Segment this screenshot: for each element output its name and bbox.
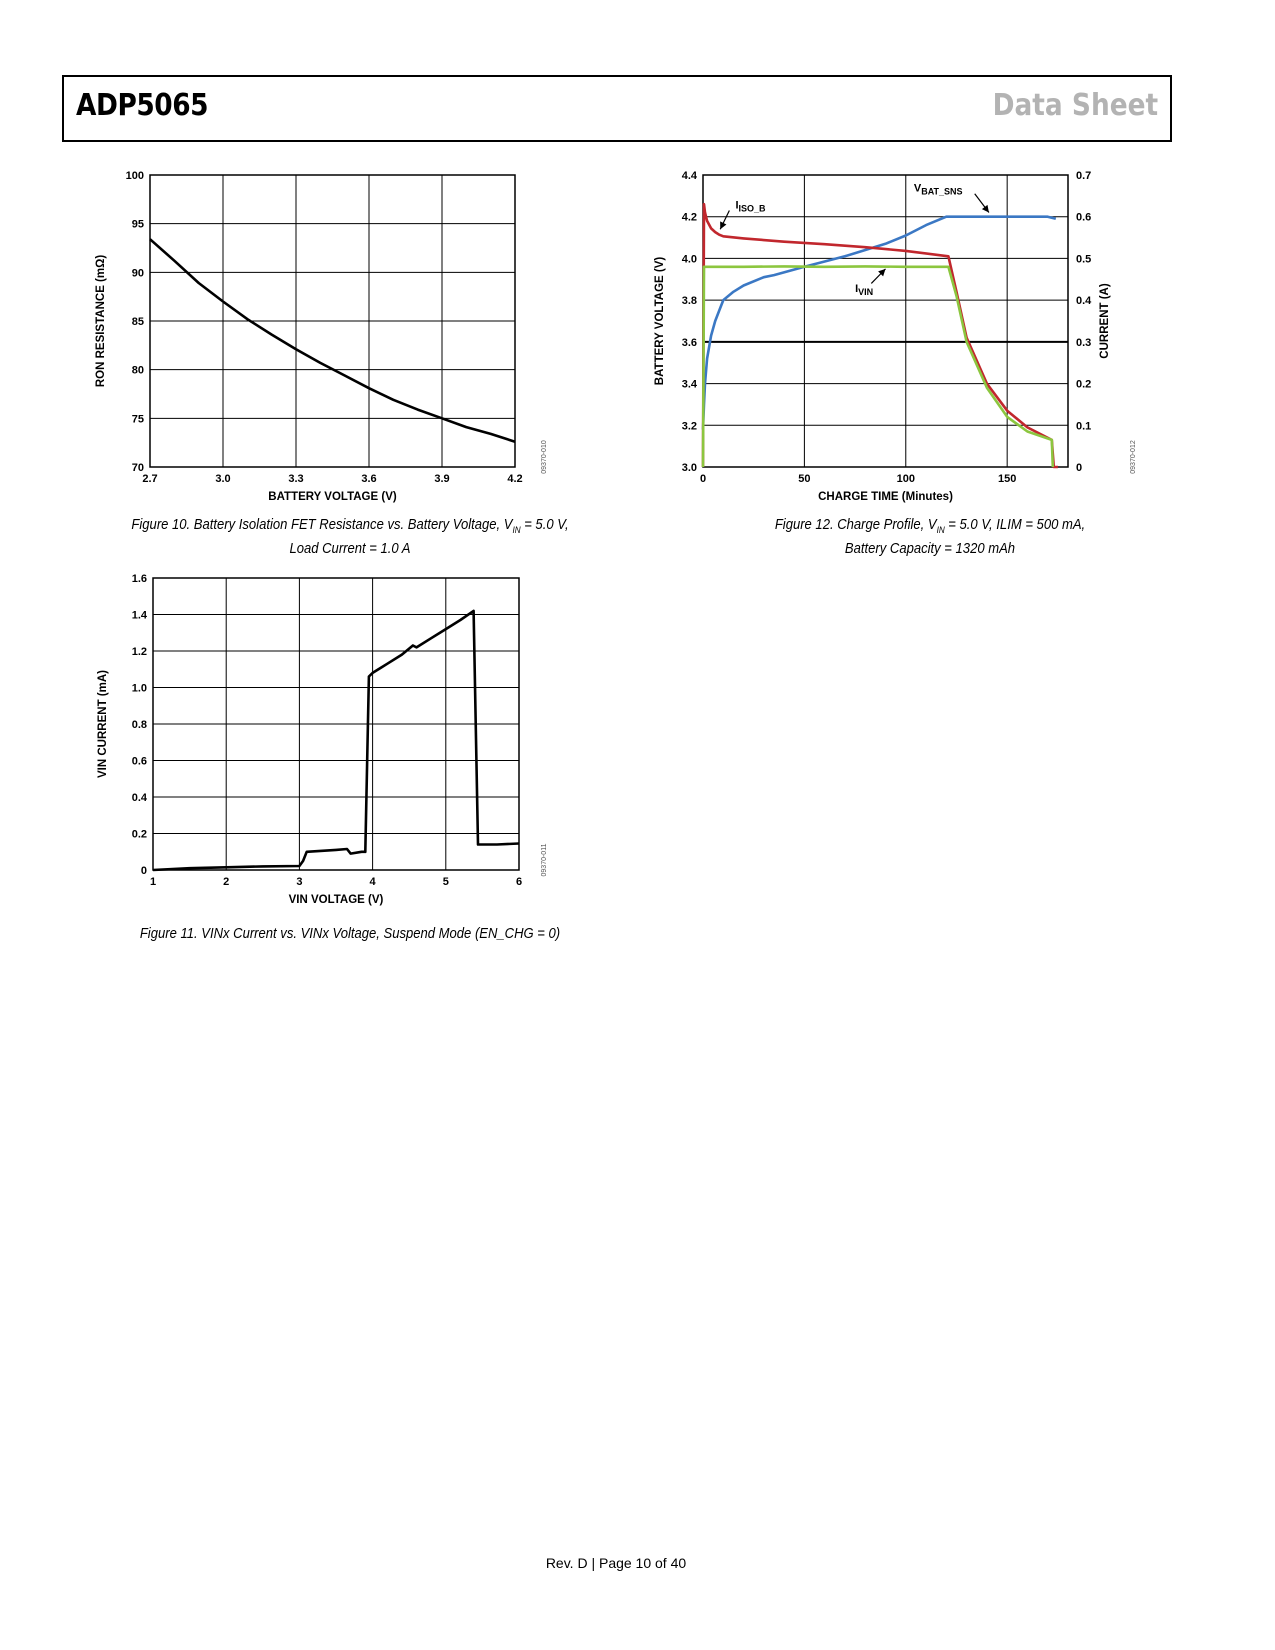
fig10-xtick-label: 3.3 — [288, 473, 303, 485]
fig12-ytick-label: 3.6 — [682, 337, 697, 349]
fig12-arrow-vbat-sns-head — [981, 204, 989, 213]
fig12-series-vbat-sns — [701, 215, 1057, 430]
fig10-ylabel: RON RESISTANCE (mΩ) — [95, 255, 107, 387]
fig12-xtick-label: 150 — [998, 473, 1016, 485]
fig10-xtick-label: 3.6 — [361, 473, 376, 485]
fig10-caption-sub: IN — [512, 524, 521, 535]
fig10-xtick-label: 3.0 — [215, 473, 230, 485]
fig10-figure-code: 09370-010 — [541, 440, 548, 474]
fig11-xtick-label: 2 — [223, 876, 229, 888]
fig11-xtick-label: 5 — [443, 876, 449, 888]
fig11-group: 1 2 3 4 5 6 0 0.2 0.4 0.6 0.8 1.0 1.2 1.4 1.6 VIN VOLTA… — [97, 573, 548, 906]
fig10-ytick-label: 95 — [132, 219, 144, 231]
fig12-caption-line1-end: = 5.0 V, ILIM = 500 mA, — [944, 517, 1086, 533]
fig10-ytick-label: 85 — [132, 316, 144, 328]
fig10-xtick-label: 2.7 — [142, 473, 157, 485]
fig12-xtick-label: 50 — [798, 473, 810, 485]
fig11-ytick-label: 0.4 — [132, 792, 148, 804]
fig10-xtick-label: 4.2 — [507, 473, 522, 485]
fig10-series-line — [149, 238, 516, 443]
fig12-ytick-label: 3.4 — [682, 379, 698, 391]
fig12-caption-sub: IN — [936, 524, 945, 535]
fig10-ytick-label: 90 — [132, 267, 144, 279]
fig12-y2tick-label: 0.3 — [1076, 337, 1091, 349]
fig10-group: 2.7 3.0 3.3 3.6 3.9 4.2 70 75 80 85 90 95 100 BATTERY… — [95, 170, 548, 503]
fig12-figure-code: 09370-012 — [1130, 440, 1137, 474]
fig11-xlabel: VIN VOLTAGE (V) — [289, 894, 384, 906]
fig12-caption-line1: Figure 12. Charge Profile, V — [774, 517, 937, 533]
fig11-xtick-label: 1 — [150, 876, 156, 888]
fig12-series-iiso-b — [701, 202, 1058, 469]
fig12-ytick-label: 4.2 — [682, 212, 697, 224]
fig11-plot-frame — [152, 577, 520, 871]
fig11-ylabel: VIN CURRENT (mA) — [97, 670, 109, 778]
fig12-ytick-label: 4.4 — [682, 170, 698, 182]
fig11-ytick-label: 0.8 — [132, 719, 147, 731]
fig12-plot-frame — [702, 174, 1069, 468]
fig12-annotation-vbat-sns: VBAT_SNS — [914, 183, 963, 197]
fig12-annotation-ivin: IVIN — [855, 283, 873, 297]
fig12-y2tick-label: 0.1 — [1076, 420, 1091, 432]
fig11-ytick-label: 1.6 — [132, 573, 147, 585]
fig11-figure-code: 09370-011 — [541, 843, 548, 876]
fig10-xlabel: BATTERY VOLTAGE (V) — [268, 491, 397, 503]
fig10-caption-line1: Figure 10. Battery Isolation FET Resista… — [131, 517, 513, 533]
fig12-y2tick-label: 0.6 — [1076, 212, 1091, 224]
fig11-xtick-label: 6 — [516, 876, 522, 888]
fig10-plot-frame — [149, 174, 516, 468]
fig11-caption-text: Figure 11. VINx Current vs. VINx Voltage… — [139, 926, 561, 942]
document-type: Data Sheet — [992, 88, 1158, 123]
fig12-arrow-ivin-head — [878, 268, 886, 277]
fig12-xtick-label: 0 — [700, 473, 706, 485]
fig12-caption: Figure 12. Charge Profile, VIN = 5.0 V, … — [669, 516, 1191, 559]
fig12-ytick-label: 3.0 — [682, 462, 697, 474]
fig12-y2tick-label: 0.7 — [1076, 170, 1091, 182]
fig12-ylabel: BATTERY VOLTAGE (V) — [654, 257, 666, 386]
fig12-xlabel: CHARGE TIME (Minutes) — [818, 491, 953, 503]
fig12-series-ivin — [701, 265, 1055, 468]
fig11-ytick-label: 0.2 — [132, 829, 147, 841]
fig10-ytick-label: 75 — [132, 413, 144, 425]
fig10-ytick-label: 70 — [132, 462, 144, 474]
fig10-ytick-label: 100 — [126, 170, 144, 182]
fig12-y2tick-label: 0 — [1076, 462, 1082, 474]
fig11-series-line — [152, 609, 520, 872]
fig10-caption-line2: Load Current = 1.0 A — [289, 540, 411, 557]
fig12-y2label: CURRENT (A) — [1099, 283, 1111, 359]
fig12-ytick-label: 3.2 — [682, 420, 697, 432]
fig12-y2tick-label: 0.4 — [1076, 295, 1092, 307]
fig11-caption: Figure 11. VINx Current vs. VINx Voltage… — [89, 925, 611, 944]
fig10-caption: Figure 10. Battery Isolation FET Resista… — [89, 516, 611, 559]
fig12-ytick-label: 4.0 — [682, 253, 697, 265]
fig11-xtick-label: 3 — [296, 876, 302, 888]
fig12-annotation-iiso-b: IISO_B — [735, 199, 766, 213]
fig12-group: 0 50 100 150 3.0 3.2 3.4 3.6 3.8 4.0 4.2 4.4 0 0.1 0.2… — [654, 170, 1137, 503]
page-footer: Rev. D | Page 10 of 40 — [545, 1555, 687, 1571]
fig12-arrow-iiso-b-head — [720, 221, 727, 230]
fig11-xtick-label: 4 — [370, 876, 377, 888]
fig12-ytick-label: 3.8 — [682, 295, 697, 307]
fig12-caption-line2: Battery Capacity = 1320 mAh — [844, 540, 1016, 557]
fig11-ytick-label: 1.4 — [132, 610, 148, 622]
part-number: ADP5065 — [76, 88, 209, 123]
fig11-ytick-label: 1.2 — [132, 646, 147, 658]
fig11-ytick-label: 1.0 — [132, 683, 147, 695]
fig10-caption-line1-end: = 5.0 V, — [520, 517, 569, 533]
fig10-xtick-label: 3.9 — [434, 473, 449, 485]
page-header: ADP5065 Data Sheet — [62, 75, 1172, 142]
fig10-ytick-label: 80 — [132, 365, 144, 377]
fig11-ytick-label: 0.6 — [132, 756, 147, 768]
fig12-y2tick-label: 0.2 — [1076, 379, 1091, 391]
fig12-y2tick-label: 0.5 — [1076, 253, 1091, 265]
fig11-ytick-label: 0 — [141, 865, 147, 877]
fig12-xtick-label: 100 — [897, 473, 915, 485]
